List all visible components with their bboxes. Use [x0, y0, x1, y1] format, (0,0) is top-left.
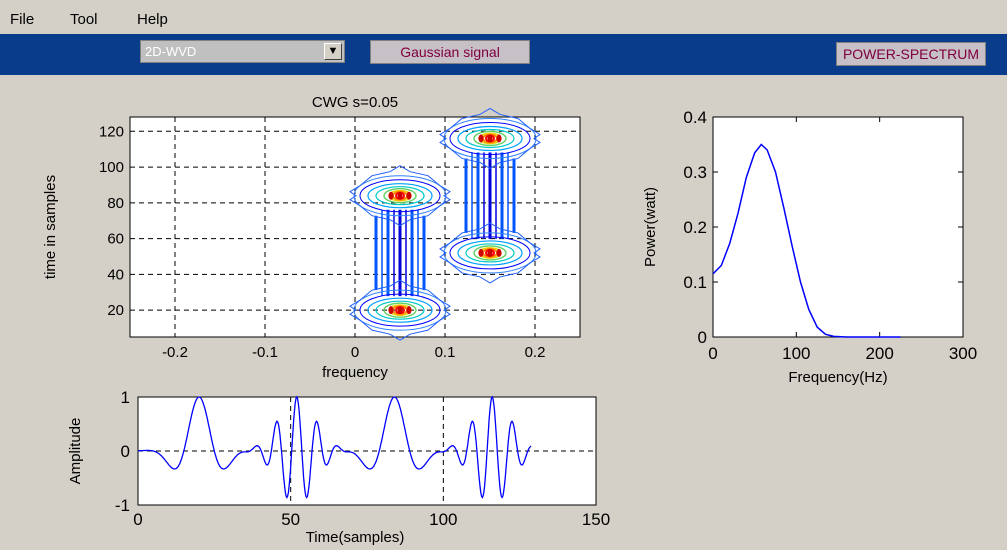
wvd-peak-dot [496, 248, 502, 257]
wvd-peak-dot [397, 191, 403, 200]
analysis-method-value: 2D-WVD [145, 44, 197, 59]
wvd-contour-ring [457, 125, 523, 152]
wvd-x-tick-label: 0 [351, 344, 359, 361]
wvd-contour-ring [367, 297, 433, 323]
analysis-method-select[interactable]: 2D-WVD ▼ [140, 40, 345, 63]
ps-y-label: Power(watt) [642, 187, 659, 267]
wvd-peak-dot [388, 306, 394, 315]
menu-help[interactable]: Help [137, 11, 168, 28]
ps-x-tick-label: 100 [782, 344, 810, 363]
ps-axes-frame [712, 116, 964, 338]
power-spectrum-plot: 0 100 200 300 0 0.1 0.2 0.3 0.4 Frequency(Hz) P… [642, 108, 977, 386]
wvd-contour-outer [349, 165, 451, 227]
ps-x-tick-label: 200 [865, 344, 893, 363]
wvd-contour-outer [349, 279, 451, 341]
wvd-peak-dot [397, 306, 403, 315]
ps-y-tick-label: 0.4 [683, 108, 707, 127]
wvd-contour-outer [439, 107, 541, 170]
wvd-contour-ring [375, 186, 425, 206]
wvd-contour-outer [439, 222, 541, 284]
wvd-x-tick-label: 0.1 [435, 344, 456, 361]
wvd-peak-dot [388, 191, 394, 200]
wvd-contour-ring [359, 293, 441, 327]
ps-y-tick-label: 0.3 [683, 163, 707, 182]
wvd-y-tick-label: 60 [107, 231, 124, 248]
time-signal-plot: 0 50 100 150 -101 Time(samples) Amplitude [67, 388, 610, 546]
wvd-y-tick-label: 120 [99, 123, 124, 140]
wvd-peak-dot [406, 191, 412, 200]
wvd-contour-ring [443, 117, 537, 159]
ts-series-line [138, 395, 532, 499]
ps-y-tick-label: 0 [698, 328, 707, 347]
wvd-title: CWG s=0.05 [312, 94, 398, 111]
wvd-contours [349, 107, 541, 341]
wvd-contour-ring [473, 245, 507, 261]
wvd-contour-ring [375, 300, 425, 320]
chevron-down-icon[interactable]: ▼ [324, 43, 342, 60]
wvd-contour-plot: -0.2 -0.1 0 0.1 0.2 20 40 60 80 100 120 CWG s=0.0… [42, 94, 581, 381]
wvd-x-label: frequency [322, 364, 388, 381]
ts-x-tick-label: 150 [582, 510, 610, 529]
wvd-contour-ring [449, 236, 531, 270]
wvd-contour-ring [383, 187, 417, 204]
wvd-x-ticks: -0.2 -0.1 0 0.1 0.2 [162, 344, 545, 361]
wvd-y-tick-label: 20 [107, 302, 124, 319]
wvd-peak-dot [406, 306, 412, 315]
wvd-contour-ring [367, 183, 433, 209]
ts-x-tick-label: 100 [429, 510, 457, 529]
ps-x-tick-label: 0 [708, 344, 717, 363]
power-spectrum-button[interactable]: POWER-SPECTRUM [836, 42, 986, 66]
ps-series-line [712, 143, 901, 338]
ts-y-tick-label: 1 [121, 388, 130, 407]
ps-x-tick-label: 300 [949, 344, 977, 363]
ts-y-tick-label: 0 [121, 442, 130, 461]
gaussian-signal-button[interactable]: Gaussian signal [370, 40, 530, 64]
wvd-x-tick-label: -0.1 [252, 344, 278, 361]
ps-y-tick-label: 0.1 [683, 273, 707, 292]
menu-tool[interactable]: Tool [70, 11, 98, 28]
ps-y-tick-label: 0.2 [683, 218, 707, 237]
wvd-contour-ring [457, 240, 523, 266]
ts-y-tick-label: -1 [115, 496, 130, 515]
wvd-contour-ring [353, 289, 447, 331]
wvd-y-tick-label: 40 [107, 266, 124, 283]
ps-x-ticks: 0 100 200 300 [708, 117, 977, 363]
wvd-peak-dot [487, 248, 493, 257]
ts-x-ticks: 0 50 100 150 [133, 510, 610, 529]
wvd-y-label: time in samples [42, 175, 59, 279]
wvd-contour-ring [443, 232, 537, 274]
ts-y-label: Amplitude [67, 418, 84, 485]
wvd-contour-ring [465, 128, 515, 149]
menu-bar: File Tool Help [0, 0, 1007, 34]
ts-x-tick-label: 50 [281, 510, 300, 529]
ts-x-label: Time(samples) [306, 529, 405, 545]
wvd-contour-ring [449, 121, 531, 155]
ps-y-ticks: 0 0.1 0.2 0.3 0.4 [683, 108, 963, 347]
ts-y-ticks: -1 0 1 [115, 388, 130, 515]
wvd-contour-ring [383, 302, 417, 318]
ts-x-tick-label: 0 [133, 510, 142, 529]
wvd-y-tick-label: 100 [99, 159, 124, 176]
ps-x-label: Frequency(Hz) [788, 369, 887, 386]
wvd-peak-dot [487, 134, 493, 143]
wvd-contour-ring [359, 179, 441, 213]
wvd-contour-ring [353, 175, 447, 217]
wvd-y-tick-label: 80 [107, 195, 124, 212]
wvd-peak-dot [478, 248, 484, 257]
wvd-contour-ring [465, 243, 515, 263]
wvd-peak-dot [496, 134, 502, 143]
wvd-x-tick-label: -0.2 [162, 344, 188, 361]
wvd-x-tick-label: 0.2 [525, 344, 546, 361]
plot-area: -0.2 -0.1 0 0.1 0.2 20 40 60 80 100 120 CWG s=0.0… [0, 75, 1007, 546]
menu-file[interactable]: File [10, 11, 35, 28]
wvd-y-ticks: 20 40 60 80 100 120 [99, 123, 124, 319]
wvd-contour-ring [473, 130, 507, 147]
wvd-peak-dot [478, 134, 484, 143]
